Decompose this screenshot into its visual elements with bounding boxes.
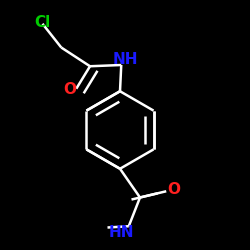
Text: HN: HN	[109, 225, 134, 240]
Text: O: O	[64, 82, 76, 98]
Text: NH: NH	[113, 52, 138, 67]
Text: O: O	[167, 182, 180, 198]
Text: Cl: Cl	[34, 15, 50, 30]
